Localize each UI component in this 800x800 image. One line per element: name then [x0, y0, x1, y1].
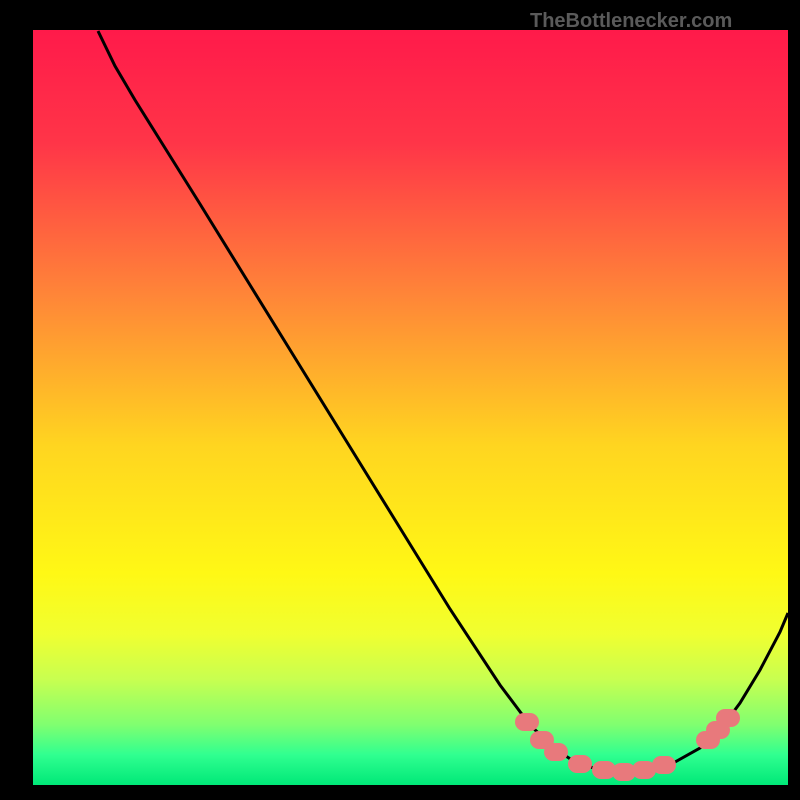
- chart-svg: [0, 0, 800, 800]
- marker-point: [568, 755, 592, 773]
- marker-point: [515, 713, 539, 731]
- marker-point: [544, 743, 568, 761]
- watermark-text: TheBottlenecker.com: [530, 10, 732, 33]
- gradient-background: [33, 30, 788, 785]
- marker-point: [652, 756, 676, 774]
- marker-point: [716, 709, 740, 727]
